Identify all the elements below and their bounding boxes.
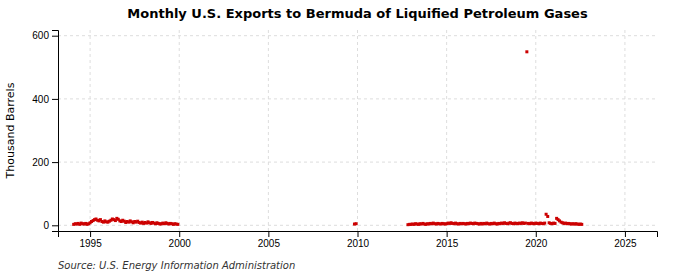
x-tick-mark	[90, 231, 91, 237]
x-tick: 2025	[614, 231, 637, 249]
x-axis: 1995 2000 2005 2010 2015 2020 2025	[59, 231, 658, 249]
point	[554, 222, 557, 225]
x-axis-line	[59, 232, 658, 238]
plot-area	[72, 50, 583, 226]
grid	[58, 30, 657, 231]
grid-line-x	[535, 30, 536, 231]
point	[543, 222, 546, 225]
grid-line-x	[268, 30, 269, 231]
x-tick-mark	[536, 231, 537, 237]
y-tick: 400	[32, 94, 58, 105]
chart-container: 1995 2000 2005 2010 2015 2020 2025 0 200 400 600 Mo…	[0, 0, 675, 275]
x-tick: 1995	[79, 231, 102, 249]
grid-line-x	[90, 30, 91, 231]
grid-line-y	[58, 98, 657, 99]
x-tick: 2020	[525, 231, 548, 249]
point	[580, 223, 583, 226]
grid-line-y	[58, 35, 657, 36]
y-axis-title: Thousand Barrels	[4, 82, 17, 179]
chart-svg: 1995 2000 2005 2010 2015 2020 2025 0 200 400 600 Mo…	[0, 0, 675, 275]
x-tick-mark	[268, 231, 269, 237]
y-tick-label: 200	[32, 157, 49, 168]
x-tick-label: 2010	[347, 238, 370, 249]
x-tick-mark	[447, 231, 448, 237]
x-tick-label: 2005	[258, 238, 281, 249]
y-tick-mark	[52, 36, 58, 37]
x-tick: 2005	[258, 231, 281, 249]
x-tick-label: 1995	[79, 238, 102, 249]
y-tick-label: 600	[32, 30, 49, 41]
y-tick: 200	[32, 157, 58, 168]
x-tick: 2015	[436, 231, 459, 249]
grid-line-y	[58, 162, 657, 163]
x-tick-label: 2025	[614, 238, 637, 249]
grid-line-x	[624, 30, 625, 231]
y-tick-label: 400	[32, 94, 49, 105]
grid-line-x	[446, 30, 447, 231]
point	[546, 215, 549, 218]
x-tick-mark	[625, 231, 626, 237]
x-tick: 2000	[169, 231, 192, 249]
point	[525, 50, 528, 53]
y-tick: 600	[32, 30, 58, 41]
y-tick-mark	[52, 99, 58, 100]
grid-line-x	[357, 30, 358, 231]
x-tick-mark	[179, 231, 180, 237]
y-axis: 0 200 400 600	[32, 30, 58, 231]
y-tick: 0	[43, 220, 58, 231]
y-tick-mark	[52, 162, 58, 163]
x-tick-mark	[358, 231, 359, 237]
point	[176, 223, 179, 226]
point	[355, 222, 358, 225]
source-note: Source: U.S. Energy Information Administ…	[58, 260, 295, 271]
x-tick-label: 2000	[169, 238, 192, 249]
x-tick-label: 2020	[525, 238, 548, 249]
chart-title: Monthly U.S. Exports to Bermuda of Liqui…	[127, 6, 588, 21]
grid-line-x	[179, 30, 180, 231]
point	[524, 222, 527, 225]
y-tick-mark	[52, 225, 58, 226]
x-tick-label: 2015	[436, 238, 459, 249]
y-tick-label: 0	[43, 220, 49, 231]
x-tick: 2010	[347, 231, 370, 249]
y-axis-line	[52, 31, 59, 232]
